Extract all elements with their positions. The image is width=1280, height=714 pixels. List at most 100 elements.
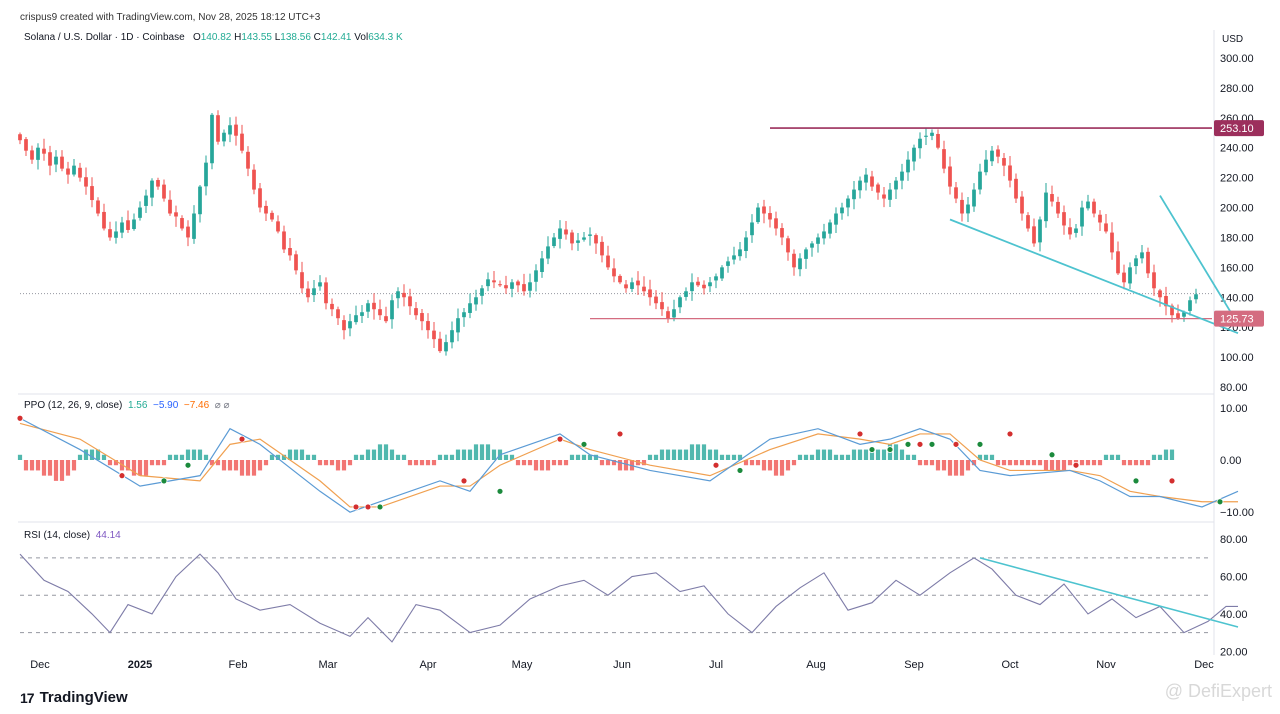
candle-body (708, 282, 712, 287)
candle-body (540, 258, 544, 273)
candle-body (48, 152, 52, 166)
ppo-histogram-bar (527, 460, 533, 466)
ppo-histogram-bar (665, 449, 671, 460)
ppo-histogram-bar (197, 449, 203, 460)
ppo-histogram-bar (419, 460, 425, 466)
symbol-legend[interactable]: Solana / U.S. Dollar · 1D · Coinbase O14… (24, 32, 403, 43)
candle-body (462, 312, 466, 318)
ppo-histogram-bar (1109, 454, 1115, 460)
ppo-histogram-bar (929, 460, 935, 466)
candle-body (336, 309, 340, 319)
ppo-histogram-bar (47, 460, 53, 476)
ppo-histogram-bar (413, 460, 419, 466)
price-tick-label: 240.00 (1220, 143, 1254, 155)
candle-body (1104, 223, 1108, 232)
ppo-hist-value: −7.46 (183, 400, 210, 411)
ppo-crossover-dot (580, 440, 588, 448)
candle-body (450, 330, 454, 343)
candle-body (606, 255, 610, 268)
rsi-pane[interactable] (19, 553, 1239, 643)
candle-body (690, 282, 694, 292)
ppo-histogram-bar (185, 449, 191, 460)
price-tick-label: 100.00 (1220, 352, 1254, 364)
candle-body (912, 147, 916, 162)
candle-body (648, 289, 652, 298)
ppo-histogram-bar (677, 449, 683, 460)
ppo-signal-value: −5.90 (152, 400, 179, 411)
candle-body (972, 189, 976, 207)
candle-body (642, 286, 646, 292)
candle-body (1026, 215, 1030, 229)
ppo-histogram-bar (215, 460, 221, 466)
time-axis-label: May (512, 659, 533, 671)
ppo-legend[interactable]: PPO (12, 26, 9, close) 1.56 −5.90 −7.46 … (24, 400, 230, 411)
rsi-axis[interactable]: 80.00 60.00 40.00 20.00 (1220, 534, 1248, 658)
price-labels: 253.10 125.73 (1214, 120, 1264, 327)
ppo-histogram-bar (455, 449, 461, 460)
ppo-crossover-dot (118, 472, 126, 480)
ppo-histogram-bar (599, 460, 605, 466)
candle-body (522, 284, 526, 292)
ppo-histogram-bar (713, 449, 719, 460)
chart-credit: crispus9 created with TradingView.com, N… (20, 12, 321, 23)
price-label-box (1214, 120, 1264, 137)
ppo-histogram-bar (1133, 460, 1139, 466)
ppo-crossover-dot (868, 446, 876, 453)
candle-body (126, 220, 130, 230)
candle-body (228, 125, 232, 135)
ppo-title: PPO (12, 26, 9, close) (24, 400, 123, 411)
ppo-histogram-bar (341, 460, 347, 471)
ppo-histogram-bar (779, 460, 785, 476)
candle-body (828, 222, 832, 234)
candle-body (816, 237, 820, 244)
ppo-crossover-dot (1216, 498, 1224, 506)
ppo-histogram-bar (869, 449, 875, 460)
ppo-histogram-bar (299, 449, 305, 460)
ppo-histogram-bar (761, 460, 767, 471)
price-axis[interactable]: 300.00280.00260.00240.00220.00200.00180.… (1220, 53, 1254, 394)
tradingview-brand[interactable]: 17 TradingView (20, 689, 128, 706)
ppo-histogram-bar (833, 454, 839, 460)
candle-body (1164, 296, 1168, 307)
wedge-upper-line[interactable] (1159, 195, 1239, 325)
candle-body (342, 320, 346, 331)
ppo-histogram-bar (389, 449, 395, 460)
candle-body (666, 311, 670, 319)
ppo-crossover-dot (460, 477, 468, 485)
ppo-pane[interactable] (16, 414, 1239, 513)
candle-body (552, 237, 556, 247)
price-tick-label: 160.00 (1220, 262, 1254, 274)
ppo-histogram-bar (1157, 454, 1163, 460)
wedge-lower-line[interactable] (949, 218, 1239, 334)
ppo-histogram-bar (83, 449, 89, 460)
ppo-axis[interactable]: 10.00 0.00 −10.00 (1220, 403, 1254, 519)
candle-body (432, 330, 436, 340)
ppo-crossover-dot (556, 435, 564, 443)
ppo-histogram-bar (485, 444, 491, 460)
ppo-histogram-bar (1079, 460, 1085, 466)
ppo-histogram-bar (305, 454, 311, 460)
ppo-histogram-bar (371, 449, 377, 460)
ppo-crossover-dot (616, 430, 624, 438)
ppo-histogram-bar (95, 449, 101, 460)
time-axis[interactable]: Dec 2025 Feb Mar Apr May Jun Jul Aug Sep Oct Nov Dec (30, 659, 1214, 671)
ppo-crossover-dot (16, 414, 24, 422)
ppo-histogram-bar (749, 460, 755, 466)
rsi-legend[interactable]: RSI (14, close) 44.14 (24, 530, 121, 541)
ppo-histogram-bar (17, 454, 23, 460)
ppo-histogram-bar (257, 460, 263, 471)
tradingview-logo-icon: 17 (20, 689, 35, 706)
ppo-histogram-bar (1169, 449, 1175, 460)
price-pane[interactable] (18, 110, 1239, 356)
ppo-empty-values: ⌀ ⌀ (214, 400, 230, 411)
time-axis-label: Dec (1194, 659, 1214, 671)
candle-body (726, 261, 730, 266)
candle-body (612, 268, 616, 277)
candle-body (1062, 212, 1066, 226)
rsi-trend-line[interactable] (979, 557, 1239, 628)
low-value: 138.56 (280, 32, 311, 43)
candle-body (672, 309, 676, 318)
candle-body (804, 249, 808, 259)
candle-body (384, 316, 388, 322)
